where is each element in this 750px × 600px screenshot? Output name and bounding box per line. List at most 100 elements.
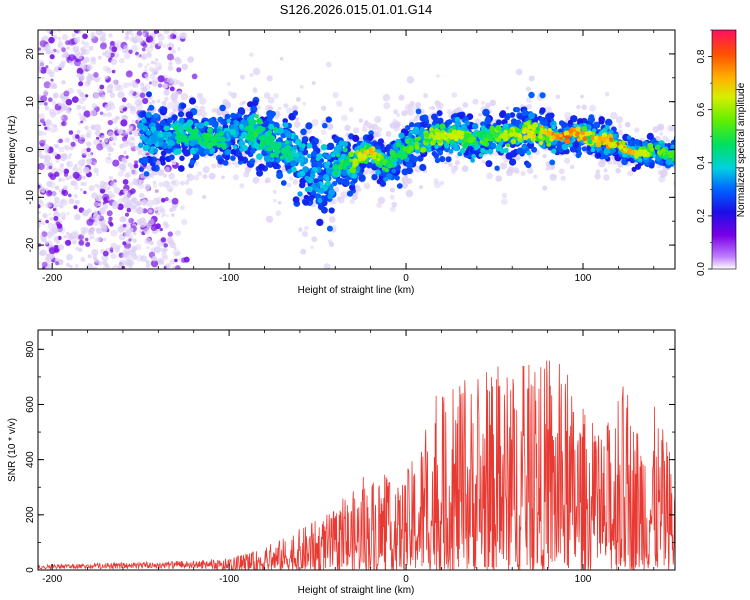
- spectrogram-halo-point: [362, 123, 368, 129]
- spectrogram-ridge-point: [676, 153, 681, 158]
- spectrogram-noise-speckle: [38, 47, 41, 51]
- spectrogram-halo-point: [576, 104, 581, 110]
- spectrogram-noise-speckle: [65, 239, 72, 246]
- spectrogram-noise-speckle: [72, 55, 77, 60]
- spectrogram-halo-point: [389, 194, 395, 200]
- spectrogram-noise-speckle: [155, 223, 161, 230]
- spectrogram-ridge-point: [670, 150, 675, 156]
- spectrogram-ridge-point: [467, 137, 474, 144]
- spectrogram-ridge-point: [221, 142, 227, 148]
- spectrogram-ridge-point: [485, 116, 491, 122]
- spectrogram-ridge-point: [648, 162, 655, 169]
- spectrogram-halo-point: [138, 183, 145, 189]
- spectrogram-noise-speckle: [99, 111, 104, 116]
- spectrogram-noise-speckle: [47, 146, 54, 152]
- spectrogram-halo-point: [199, 97, 207, 105]
- spectrogram-ridge-point: [304, 175, 310, 181]
- spectrogram-ridge-point: [288, 155, 294, 162]
- spectrogram-ridge-point: [409, 122, 415, 128]
- spectrogram-ridge-point: [327, 193, 333, 200]
- spectrogram-ridge-point: [185, 127, 190, 132]
- spectrogram-ridge-point: [151, 165, 157, 171]
- spectrogram-noise-speckle: [112, 264, 120, 269]
- spectrogram-ridge-point: [202, 140, 208, 146]
- spectrogram-halo-point: [293, 121, 301, 128]
- spectrogram-ridge-point: [307, 195, 314, 202]
- spectrogram-ridge-point: [416, 136, 422, 141]
- spectrogram-ridge-point: [230, 155, 236, 161]
- spectrogram-noise-speckle: [38, 162, 45, 171]
- spectrogram-halo-point: [234, 162, 240, 168]
- spectrogram-halo-point: [428, 106, 433, 110]
- spectrogram-halo-point: [461, 165, 469, 173]
- spectrogram-noise-speckle: [60, 177, 66, 182]
- spectrogram-noise-speckle: [63, 185, 68, 191]
- spectrogram-ridge-point: [277, 127, 284, 134]
- spectrogram-noise-speckle: [111, 46, 118, 53]
- spectrogram-halo-point: [213, 152, 217, 156]
- spectrogram-ridge-point: [598, 116, 605, 123]
- spectrogram-ridge-point: [454, 120, 462, 128]
- spectrogram-halo-point: [202, 166, 210, 174]
- spectrogram-halo-point: [396, 113, 400, 117]
- spectrogram-noise-speckle: [112, 142, 116, 146]
- spectrogram-noise-speckle: [140, 255, 147, 262]
- spectrogram-ridge-point: [161, 106, 168, 114]
- spectrogram-noise-speckle: [47, 172, 53, 178]
- spectrogram-ridge-point: [317, 197, 323, 204]
- spectrogram-ridge-point: [153, 113, 159, 119]
- spectrogram-noise-speckle: [170, 180, 176, 186]
- spectrogram-halo-point: [627, 170, 634, 177]
- spectrogram-noise-speckle: [115, 116, 119, 120]
- spectrogram-ridge-point: [150, 134, 158, 142]
- spectrogram-halo-point: [243, 171, 250, 178]
- spectrogram-ridge-point: [633, 139, 640, 145]
- spectrogram-noise-speckle: [53, 204, 57, 209]
- spectrogram-noise-speckle: [48, 97, 53, 102]
- spectrogram-halo-point: [351, 194, 358, 201]
- spectrogram-halo-point: [149, 73, 156, 79]
- spectrogram-ridge-point: [396, 153, 402, 159]
- spectrogram-noise-speckle: [169, 86, 175, 92]
- spectrogram-noise-speckle: [139, 92, 146, 99]
- spectrogram-noise-speckle: [132, 238, 137, 243]
- spectrogram-ridge-point: [189, 141, 196, 147]
- spectrogram-ridge-point: [252, 131, 259, 138]
- spectrogram-ridge-point: [229, 124, 234, 130]
- spectrogram-ridge-point: [324, 163, 330, 169]
- spectrogram-noise-speckle: [167, 65, 174, 71]
- spectrogram-ridge-point: [391, 152, 397, 158]
- spectrogram-noise-speckle: [38, 220, 42, 225]
- spectrogram-noise-speckle: [125, 70, 133, 78]
- spectrogram-ridge-point: [677, 154, 681, 158]
- spectrogram-noise-speckle: [38, 66, 42, 73]
- spectrogram-noise-speckle: [45, 65, 49, 69]
- spectrogram-ridge-point: [348, 151, 354, 158]
- spectrogram-noise-speckle: [150, 60, 155, 65]
- spectrogram-ridge-point: [237, 107, 245, 115]
- spectrogram-halo-point: [145, 76, 149, 81]
- spectrogram-noise-speckle: [123, 82, 129, 88]
- spectrogram-noise-speckle: [110, 242, 118, 249]
- spectrogram-ridge-point: [208, 136, 214, 142]
- spectrogram-noise-speckle: [104, 263, 109, 268]
- spectrogram-halo-point: [678, 161, 683, 166]
- spectrogram-ridge-point: [509, 132, 514, 137]
- spectrogram-noise-speckle: [63, 168, 70, 175]
- spectrogram-noise-speckle: [121, 157, 128, 163]
- spectrogram-halo-point: [515, 68, 523, 76]
- spectrogram-noise-speckle: [51, 226, 59, 234]
- spectrogram-ridge-point: [675, 159, 681, 165]
- spectrogram-ridge-point: [295, 138, 302, 146]
- spectrogram-noise-speckle: [119, 143, 124, 149]
- spectrogram-noise-speckle: [168, 61, 173, 66]
- spectrogram-ridge-point: [405, 160, 413, 169]
- spectrogram-ridge-point: [679, 162, 684, 167]
- spectrogram-noise-speckle: [61, 34, 69, 41]
- spectrogram-ridge-point: [141, 118, 147, 124]
- spectrogram-noise-speckle: [148, 209, 153, 214]
- spectrogram-noise-speckle: [83, 240, 88, 244]
- spectrogram-ridge-point: [256, 117, 263, 124]
- spectrogram-ridge-point: [400, 153, 407, 160]
- spectrogram-noise-speckle: [122, 250, 130, 258]
